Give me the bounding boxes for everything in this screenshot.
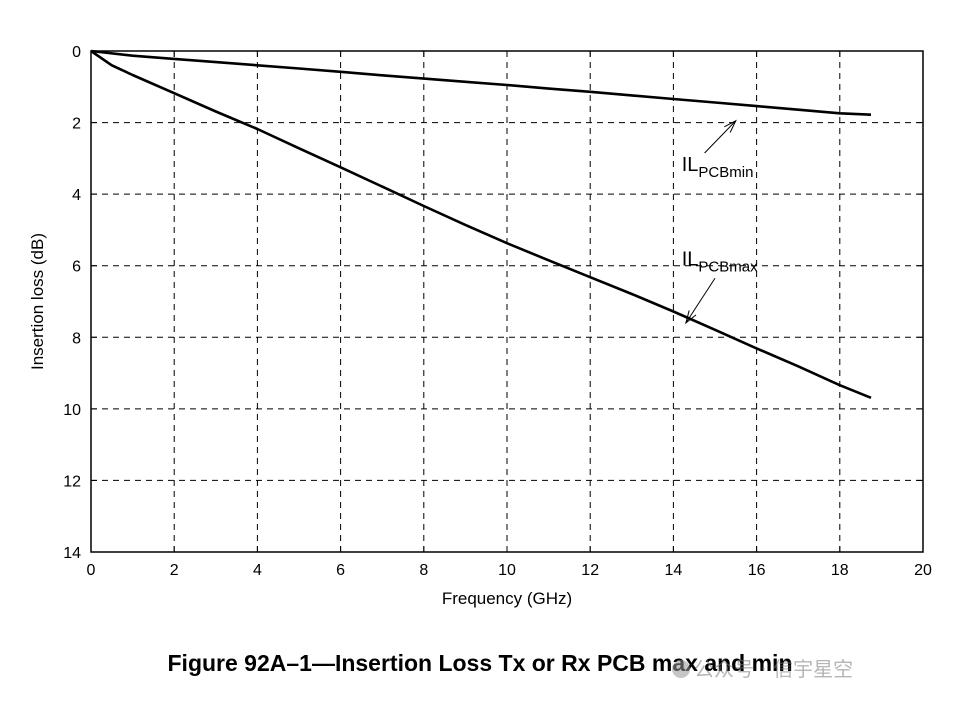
- grid-lines: [91, 51, 923, 552]
- x-tick-label: 8: [419, 562, 428, 579]
- annotation-label-main: IL: [682, 154, 699, 176]
- series-line-il-pcbmax: [90, 49, 872, 400]
- y-tick-label: 8: [72, 330, 81, 347]
- x-tick-label: 18: [831, 562, 849, 579]
- axis-ticks: 0 2 4 6 8 10 12 14 16 18 20 0 2 4 6 8 10 12 14: [63, 44, 932, 579]
- y-tick-label: 10: [63, 402, 81, 419]
- y-tick-label: 14: [63, 545, 81, 562]
- x-tick-label: 10: [498, 562, 516, 579]
- annotation-arrow-line: [704, 120, 737, 154]
- x-tick-label: 2: [170, 562, 179, 579]
- x-tick-label: 20: [914, 562, 932, 579]
- x-axis-label: Frequency (GHz): [442, 589, 572, 608]
- y-tick-label: 4: [72, 187, 81, 204]
- x-tick-label: 6: [336, 562, 345, 579]
- annotation-label: ILPCBmin: [682, 154, 754, 181]
- annotation-arrow-line: [685, 277, 716, 324]
- y-tick-label: 2: [72, 116, 81, 133]
- wechat-icon: [672, 660, 690, 678]
- y-tick-label: 0: [72, 44, 81, 61]
- x-tick-label: 0: [87, 562, 96, 579]
- plot-frame: [90, 50, 924, 553]
- watermark-text: 公众号 · 信宇星空: [694, 657, 854, 681]
- x-tick-label: 12: [581, 562, 599, 579]
- data-series: [90, 49, 872, 400]
- annotation-label: ILPCBmax: [682, 249, 758, 276]
- x-tick-label: 4: [253, 562, 262, 579]
- x-tick-label: 14: [665, 562, 683, 579]
- annotation-label-sub: PCBmax: [698, 259, 758, 276]
- annotation-label-sub: PCBmin: [698, 164, 753, 181]
- watermark: 公众号 · 信宇星空: [672, 653, 853, 682]
- series-line-il-pcbmin: [90, 49, 872, 116]
- y-axis-label: Insertion loss (dB): [28, 233, 47, 370]
- y-tick-label: 6: [72, 259, 81, 276]
- annotation-label-main: IL: [682, 249, 699, 271]
- annotation-arrowhead: [685, 310, 697, 325]
- x-tick-label: 16: [748, 562, 766, 579]
- y-tick-label: 12: [63, 473, 81, 490]
- annotation-arrowhead: [724, 119, 737, 133]
